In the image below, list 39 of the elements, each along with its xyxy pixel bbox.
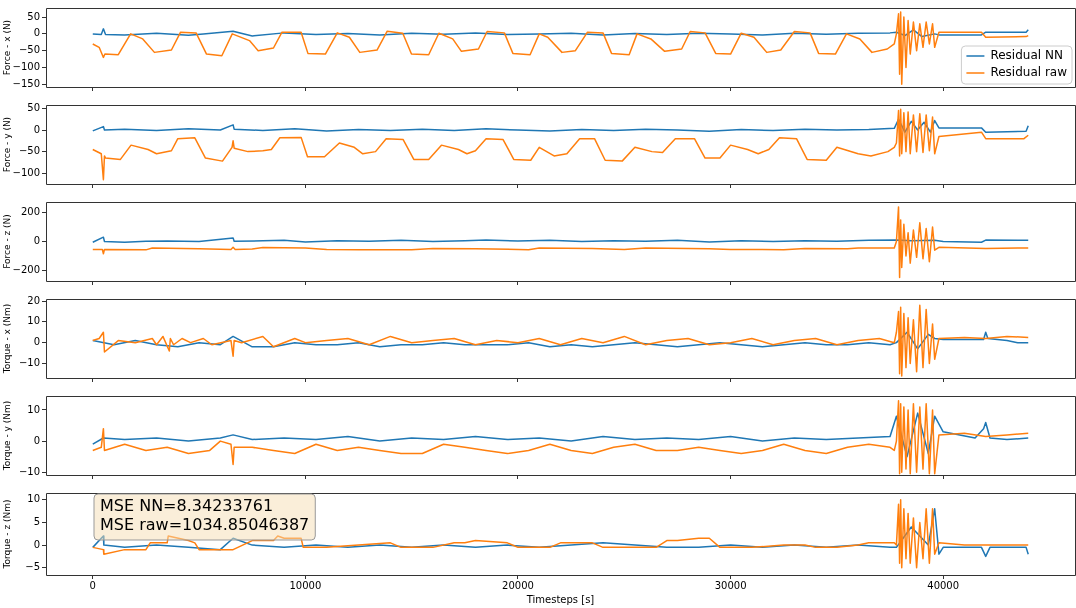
- y-axis-title: Force - y (N): [1, 116, 12, 173]
- y-tick-label: 5: [33, 516, 40, 528]
- y-tick-label: 10: [27, 493, 40, 505]
- y-tick-label: 10: [27, 403, 40, 415]
- y-tick-label: 0: [33, 235, 40, 247]
- y-axis-title: Torque - z (Nm): [1, 499, 12, 570]
- y-axis-title: Force - z (N): [1, 214, 12, 269]
- y-axis-title: Torque - y (Nm): [1, 400, 12, 472]
- y-axis-title: Torque - x (Nm): [1, 303, 12, 375]
- y-tick-label: −10: [18, 357, 40, 369]
- y-tick-label: −50: [18, 44, 40, 56]
- y-tick-label: 200: [20, 206, 40, 218]
- y-tick-label: −100: [12, 166, 40, 178]
- y-tick-label: −50: [18, 145, 40, 157]
- annotation: MSE NN=8.34233761: [100, 496, 274, 516]
- x-tick-label: 40000: [927, 579, 960, 591]
- annotation: MSE raw=1034.85046387: [100, 515, 310, 535]
- y-tick-label: 10: [27, 315, 40, 327]
- legend-label: Residual NN: [990, 48, 1063, 63]
- y-tick-label: −5: [25, 561, 40, 573]
- y-tick-label: 50: [27, 10, 40, 22]
- y-tick-label: 0: [33, 27, 40, 39]
- y-tick-label: 20: [27, 294, 40, 306]
- y-tick-label: 50: [27, 102, 40, 114]
- y-tick-label: 0: [33, 434, 40, 446]
- y-tick-label: 0: [33, 538, 40, 550]
- x-tick-label: 20000: [502, 579, 534, 591]
- x-tick-label: 10000: [289, 579, 322, 591]
- y-axis-title: Force - x (N): [1, 19, 12, 76]
- x-tick-label: 30000: [714, 579, 747, 591]
- y-tick-label: −10: [18, 465, 40, 477]
- y-tick-label: 0: [33, 336, 40, 348]
- y-tick-label: −150: [12, 77, 40, 89]
- y-tick-label: −100: [12, 61, 40, 73]
- y-tick-label: −200: [12, 263, 40, 275]
- legend-label: Residual raw: [990, 65, 1068, 80]
- x-axis-title: Timesteps [s]: [525, 593, 595, 605]
- y-tick-label: 0: [33, 123, 40, 135]
- x-tick-label: 0: [89, 579, 96, 591]
